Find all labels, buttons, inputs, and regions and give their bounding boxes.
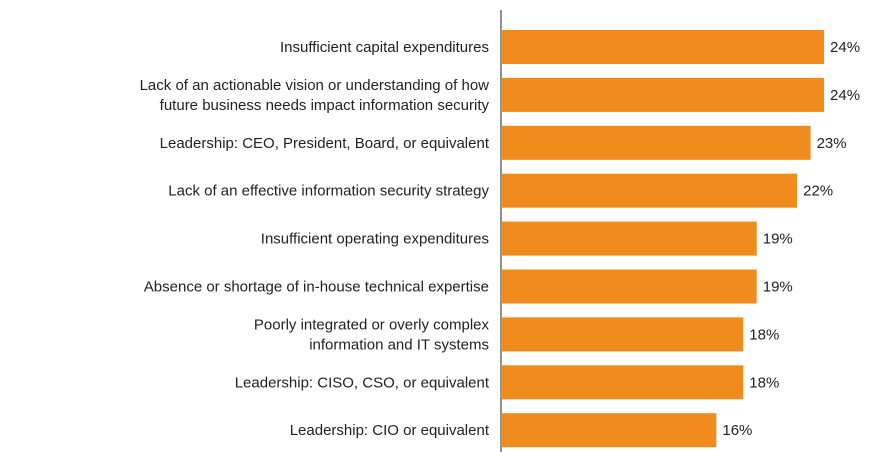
bar (501, 125, 811, 160)
category-label: Leadership: CISO, CSO, or equivalent (235, 374, 490, 391)
category-label: Lack of an effective information securit… (168, 183, 489, 200)
value-label: 16% (722, 422, 752, 439)
value-label: 18% (749, 326, 779, 343)
category-label: Poorly integrated or overly complex infor… (254, 316, 490, 353)
category-label: Insufficient operating expenditures (261, 231, 489, 248)
bar (501, 221, 757, 256)
category-label: Leadership: CEO, President, Board, or eq… (160, 135, 490, 152)
value-label: 24% (830, 87, 860, 104)
bar (501, 77, 825, 112)
bar (501, 173, 798, 208)
category-label: Lack of an actionable vision or understa… (140, 77, 490, 114)
category-label: Absence or shortage of in-house technica… (144, 278, 489, 295)
bar (501, 269, 757, 304)
value-label: 23% (817, 135, 847, 152)
value-label: 22% (803, 183, 833, 200)
bar (501, 30, 825, 64)
bar (501, 365, 744, 400)
value-label: 19% (763, 231, 793, 248)
value-label: 24% (830, 39, 860, 56)
bar (501, 413, 717, 448)
category-label: Leadership: CIO or equivalent (290, 422, 490, 439)
bar (501, 317, 744, 352)
value-label: 19% (763, 278, 793, 295)
category-label: Insufficient capital expenditures (280, 39, 489, 56)
value-label: 18% (749, 374, 779, 391)
